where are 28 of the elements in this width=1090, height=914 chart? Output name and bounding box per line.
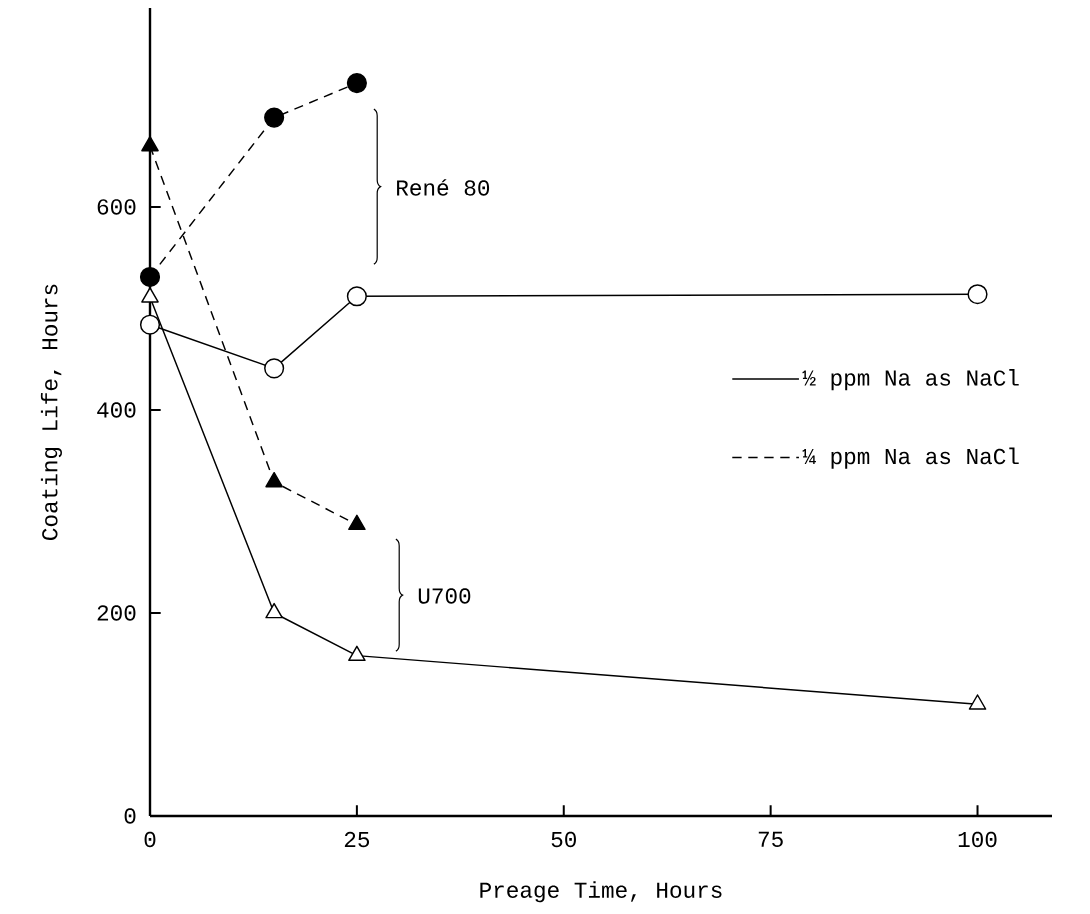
legend-label: ¼ ppm Na as NaCl <box>802 447 1019 469</box>
x-tick-label: 25 <box>344 831 370 848</box>
x-tick-label: 75 <box>758 831 783 847</box>
y-tick-label: 0 <box>124 808 136 824</box>
x-tick-label: 50 <box>551 831 576 848</box>
point <box>264 358 285 379</box>
legend-label: ½ ppm Na as NaCl <box>802 369 1019 391</box>
y-axis-title: Coating Life, Hours <box>40 284 62 540</box>
point <box>967 284 988 305</box>
point <box>265 471 283 488</box>
point <box>348 645 366 662</box>
point <box>265 602 283 619</box>
point <box>968 694 987 710</box>
annotation: René 80 <box>397 179 490 196</box>
point <box>139 314 161 335</box>
x-axis-title: Preage Time, Hours <box>480 881 722 903</box>
y-tick-label: 200 <box>97 605 136 621</box>
y-tick-label: 400 <box>97 402 136 418</box>
point <box>264 107 285 128</box>
point <box>346 286 367 307</box>
point <box>139 266 161 288</box>
annotation: U700 <box>418 588 471 604</box>
point <box>346 73 367 94</box>
x-tick-label: 100 <box>958 831 997 848</box>
x-tick-label: 0 <box>144 831 156 848</box>
point <box>141 287 159 303</box>
y-tick-label: 600 <box>97 199 136 215</box>
point <box>348 514 366 531</box>
